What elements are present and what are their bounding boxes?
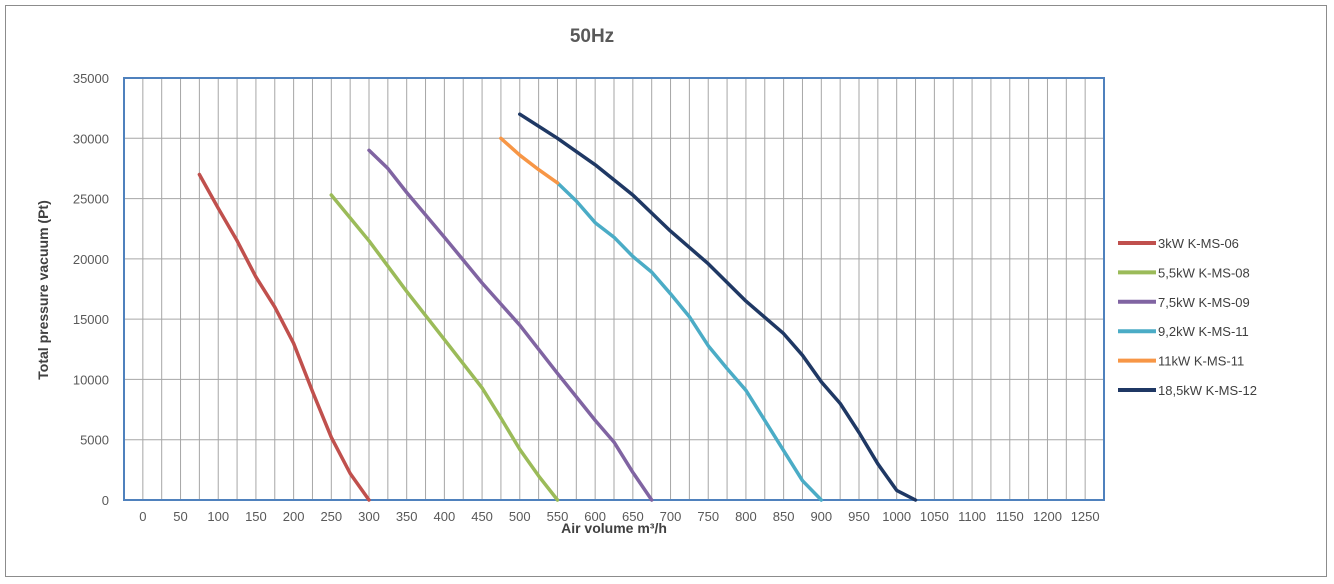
legend-label: 5,5kW K-MS-08 (1158, 265, 1250, 280)
x-tick-label: 350 (396, 509, 418, 524)
y-tick-label: 20000 (73, 252, 109, 267)
x-tick-label: 1050 (920, 509, 949, 524)
series-line (518, 112, 918, 502)
y-tick-label: 25000 (73, 192, 109, 207)
x-tick-label: 0 (139, 509, 146, 524)
x-tick-label: 250 (320, 509, 342, 524)
x-tick-label: 750 (697, 509, 719, 524)
x-tick-label: 650 (622, 509, 644, 524)
series-line (367, 148, 654, 502)
x-tick-label: 600 (584, 509, 606, 524)
legend[interactable]: 3kW K-MS-06 5,5kW K-MS-08 7,5kW K-MS-09 9,2… (1118, 236, 1257, 398)
x-tick-label: 450 (471, 509, 493, 524)
x-tick-label: 200 (283, 509, 305, 524)
legend-label: 11kW K-MS-11 (1158, 354, 1244, 369)
y-tick-label: 15000 (73, 312, 109, 327)
series-line (197, 172, 371, 502)
x-tick-label: 300 (358, 509, 380, 524)
legend-label: 3kW K-MS-06 (1158, 236, 1239, 251)
x-axis-ticks: 0 50 100 150 200 250 300 350 400 450 500 550 600 650 7… (139, 509, 1099, 524)
series-line (499, 136, 560, 185)
y-axis-title: Total pressure vacuum (Pt) (35, 200, 51, 379)
legend-label: 9,2kW K-MS-11 (1158, 324, 1249, 339)
x-tick-label: 100 (207, 509, 229, 524)
x-tick-label: 800 (735, 509, 757, 524)
x-tick-label: 150 (245, 509, 267, 524)
x-tick-label: 700 (660, 509, 682, 524)
chart-title: 50Hz (570, 26, 614, 47)
gridlines (123, 77, 1105, 501)
series-line (329, 193, 560, 502)
legend-label: 7,5kW K-MS-09 (1158, 295, 1250, 310)
x-tick-label: 1100 (958, 509, 986, 524)
y-tick-label: 10000 (73, 372, 109, 387)
x-tick-label: 950 (848, 509, 870, 524)
x-tick-label: 1200 (1033, 509, 1062, 524)
x-tick-label: 550 (547, 509, 569, 524)
x-tick-label: 500 (509, 509, 531, 524)
x-tick-label: 50 (173, 509, 187, 524)
y-tick-label: 0 (102, 493, 109, 508)
x-tick-label: 900 (810, 509, 832, 524)
y-tick-label: 30000 (73, 131, 109, 146)
x-tick-label: 850 (773, 509, 795, 524)
legend-label: 18,5kW K-MS-12 (1158, 383, 1257, 398)
x-tick-label: 1000 (882, 509, 911, 524)
x-tick-label: 1150 (996, 509, 1024, 524)
plot-area (123, 77, 1105, 501)
y-tick-label: 35000 (73, 71, 109, 86)
x-tick-label: 1250 (1071, 509, 1100, 524)
y-tick-label: 5000 (80, 433, 109, 448)
y-axis-ticks: 0 5000 10000 15000 20000 25000 30000 35000 (73, 71, 109, 508)
x-axis-title: Air volume m³/h (561, 520, 667, 536)
series-line (555, 181, 824, 502)
x-tick-label: 400 (434, 509, 456, 524)
series-lines (197, 112, 918, 502)
